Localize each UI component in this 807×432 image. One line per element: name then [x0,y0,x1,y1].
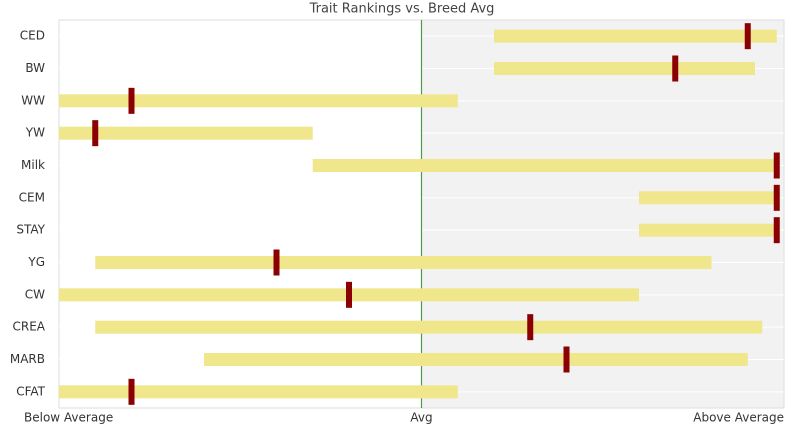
range-bar [59,385,458,399]
y-tick-label: CED [20,29,45,43]
above-avg-area [421,20,784,408]
rank-marker [744,23,751,50]
range-bar [494,29,777,43]
y-tick-label: CW [25,287,45,301]
y-tick-label: WW [21,93,45,107]
chart-title: Trait Rankings vs. Breed Avg [309,2,495,17]
y-tick-label: MARB [10,352,45,366]
y-tick-label: YW [25,126,45,140]
rank-marker [773,184,780,211]
y-tick-label: CEM [19,190,45,204]
rank-marker [672,55,679,82]
y-tick-label: YG [27,255,45,269]
y-tick-label: Milk [21,158,45,172]
rank-marker [273,249,280,276]
range-bar [95,256,712,269]
range-bar [59,126,313,140]
y-tick-label: BW [25,61,45,75]
x-tick-label: Above Average [693,411,784,425]
range-bar [59,94,458,108]
range-bar [312,159,777,172]
rank-marker [92,120,99,147]
rank-marker [563,346,570,373]
rank-marker [773,217,780,244]
rank-marker [128,378,135,405]
rank-marker [128,87,135,114]
range-bar [639,223,777,237]
x-tick-label: Below Average [24,411,113,425]
rank-marker [527,314,534,341]
rank-marker [773,152,780,179]
rank-marker [346,281,352,308]
range-bar [204,353,748,366]
y-tick-label: CREA [12,320,45,334]
x-tick-label: Avg [410,411,432,425]
range-bar [639,191,777,205]
range-bar [494,62,755,75]
y-tick-label: STAY [16,223,45,237]
range-bar [95,320,763,334]
y-tick-label: CFAT [16,384,45,398]
